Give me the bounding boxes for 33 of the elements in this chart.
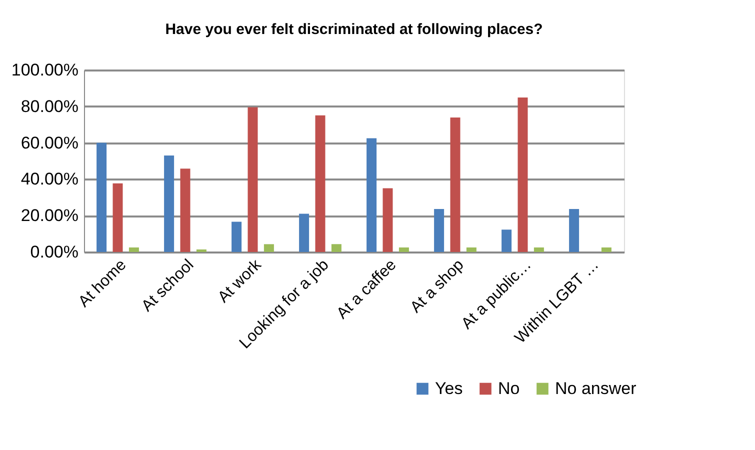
bar: [232, 222, 242, 252]
bar: [366, 138, 377, 252]
chart-title: Have you ever felt discriminated at following places?: [165, 21, 543, 38]
bar: [466, 247, 476, 252]
bar: [434, 209, 444, 252]
bar: [128, 247, 139, 252]
legend-label: No answer: [555, 378, 637, 398]
bar: [398, 247, 409, 252]
y-tick-label: 80.00%: [20, 96, 78, 116]
bar: [518, 97, 528, 252]
bar: [315, 115, 326, 252]
bar: [450, 118, 460, 252]
bar: [264, 244, 274, 252]
bar: [112, 183, 123, 252]
y-tick-label: 60.00%: [20, 133, 78, 152]
y-tick-label: 40.00%: [20, 170, 78, 189]
bar: [534, 247, 544, 252]
bar: [331, 244, 342, 252]
bar: [382, 188, 393, 252]
bar: [569, 209, 580, 252]
y-tick-label: 20.00%: [20, 206, 78, 226]
bar: [299, 214, 310, 252]
y-tick-label: 100.00%: [11, 60, 78, 80]
bar: [96, 142, 107, 252]
legend-label: Yes: [435, 378, 463, 398]
bar: [196, 249, 206, 252]
legend-label: No: [498, 378, 520, 398]
bar: [180, 168, 190, 252]
bar: [164, 156, 174, 252]
bar: [248, 107, 258, 252]
bar: [502, 230, 512, 252]
bar: [601, 247, 612, 252]
y-tick-label: 0.00%: [30, 242, 78, 262]
